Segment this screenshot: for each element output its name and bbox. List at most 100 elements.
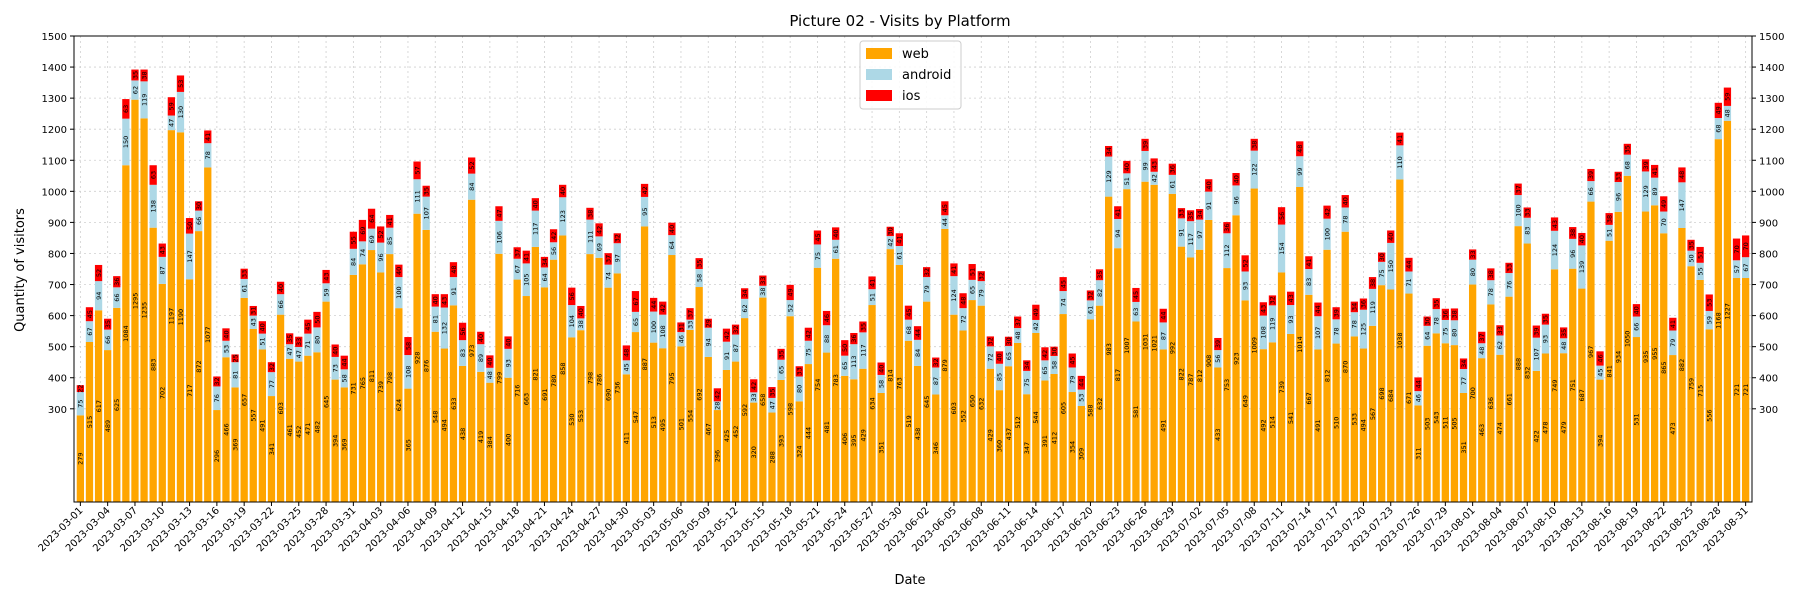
bar-web xyxy=(1014,342,1022,502)
value-label-android: 48 xyxy=(1724,109,1732,117)
value-label-web: 429 xyxy=(987,429,995,441)
bar-android xyxy=(1614,182,1622,212)
value-label-web: 494 xyxy=(441,419,449,431)
value-label-web: 541 xyxy=(1287,412,1295,424)
bar-web xyxy=(1332,343,1340,502)
value-label-ios: 40 xyxy=(1387,233,1395,241)
bar-android xyxy=(886,236,894,250)
bar-ios xyxy=(1459,358,1468,370)
bar-ios xyxy=(1277,207,1286,225)
value-label-web: 473 xyxy=(1669,422,1677,434)
bar-web xyxy=(440,348,449,502)
bar-android xyxy=(604,264,612,288)
bar-web xyxy=(1350,336,1358,502)
bar-web xyxy=(1614,211,1622,502)
value-label-android: 76 xyxy=(1505,281,1513,289)
bar-web xyxy=(1732,278,1741,502)
value-label-android: 87 xyxy=(159,266,167,274)
bar-android xyxy=(1168,174,1176,194)
bar-web xyxy=(1714,139,1722,502)
value-label-ios: 59 xyxy=(1724,93,1732,101)
bars xyxy=(76,69,1750,503)
bar-ios xyxy=(1341,195,1349,208)
value-label-web: 716 xyxy=(513,385,521,397)
value-label-web: 731 xyxy=(350,382,358,394)
value-label-ios: 35 xyxy=(1433,299,1441,307)
bar-android xyxy=(258,333,267,350)
bar-android xyxy=(122,118,130,166)
bar-ios xyxy=(1541,313,1550,325)
bar-web xyxy=(367,250,376,502)
bar-web xyxy=(904,340,913,502)
value-label-android: 77 xyxy=(1460,377,1468,385)
value-label-ios: 64 xyxy=(368,215,376,223)
value-label-android: 51 xyxy=(259,337,267,345)
bar-web xyxy=(1678,227,1686,502)
value-label-web: 992 xyxy=(1169,342,1177,354)
value-label-web: 632 xyxy=(978,398,986,410)
value-label-web: 1014 xyxy=(1296,336,1304,353)
value-label-android: 94 xyxy=(705,338,713,346)
bar-android xyxy=(1032,319,1040,333)
value-label-android: 99 xyxy=(1296,167,1304,175)
bar-ios xyxy=(1478,331,1486,344)
bar-web xyxy=(1669,355,1677,502)
value-label-ios: 40 xyxy=(1578,235,1586,243)
value-label-web: 515 xyxy=(86,416,94,428)
bar-web xyxy=(295,361,303,502)
value-label-android: 79 xyxy=(978,289,986,297)
value-label-android: 78 xyxy=(1332,327,1340,335)
value-label-ios: 44 xyxy=(341,358,349,366)
bar-ios xyxy=(1050,346,1058,356)
bar-ios xyxy=(549,229,558,243)
bar-ios xyxy=(240,268,248,279)
value-label-web: 461 xyxy=(286,424,294,436)
bar-ios xyxy=(1159,308,1167,323)
value-label-web: 783 xyxy=(832,374,840,386)
bar-web xyxy=(1296,186,1304,502)
value-label-ios: 42 xyxy=(805,330,813,338)
value-label-ios: 34 xyxy=(741,289,749,297)
value-label-web: 351 xyxy=(1460,441,1468,453)
bar-web xyxy=(650,342,658,502)
bar-android xyxy=(495,220,503,254)
value-label-ios: 33 xyxy=(796,367,804,375)
bar-ios xyxy=(176,75,185,92)
bar-android xyxy=(1632,316,1641,338)
value-label-android: 119 xyxy=(1269,318,1277,330)
bar-web xyxy=(1596,379,1604,502)
bar-android xyxy=(185,233,194,280)
value-label-android: 122 xyxy=(1251,163,1259,175)
bar-ios xyxy=(1314,302,1322,317)
bar-ios xyxy=(140,69,148,82)
value-label-android: 97 xyxy=(1196,231,1204,239)
value-label-web: 1168 xyxy=(1715,312,1723,329)
bar-web xyxy=(622,374,630,502)
value-label-web: 739 xyxy=(1278,381,1286,393)
bar-ios xyxy=(941,201,949,216)
value-label-android: 68 xyxy=(1624,161,1632,169)
value-label-android: 67 xyxy=(513,265,521,273)
value-label-web: 514 xyxy=(1269,416,1277,428)
bar-android xyxy=(276,294,285,315)
bar-ios xyxy=(1614,171,1622,183)
bar-web xyxy=(713,410,721,502)
bar-ios xyxy=(1587,168,1595,182)
bar-android xyxy=(267,372,276,397)
legend: web android ios xyxy=(859,40,962,110)
bar-android xyxy=(358,241,367,265)
value-label-ios: 38 xyxy=(1369,279,1377,287)
bar-web xyxy=(395,308,403,502)
bar-ios xyxy=(158,243,166,257)
value-label-android: 139 xyxy=(1578,261,1586,273)
bar-web xyxy=(1359,348,1368,502)
value-label-android: 75 xyxy=(814,252,822,260)
bar-web xyxy=(568,337,576,502)
value-label-ios: 36 xyxy=(1442,310,1450,318)
bar-web xyxy=(1086,319,1095,502)
value-label-web: 452 xyxy=(732,426,740,438)
value-label-ios: 33 xyxy=(240,270,248,278)
bar-ios xyxy=(1432,298,1440,310)
value-label-web: 721 xyxy=(1742,384,1750,396)
bar-web xyxy=(185,279,194,502)
